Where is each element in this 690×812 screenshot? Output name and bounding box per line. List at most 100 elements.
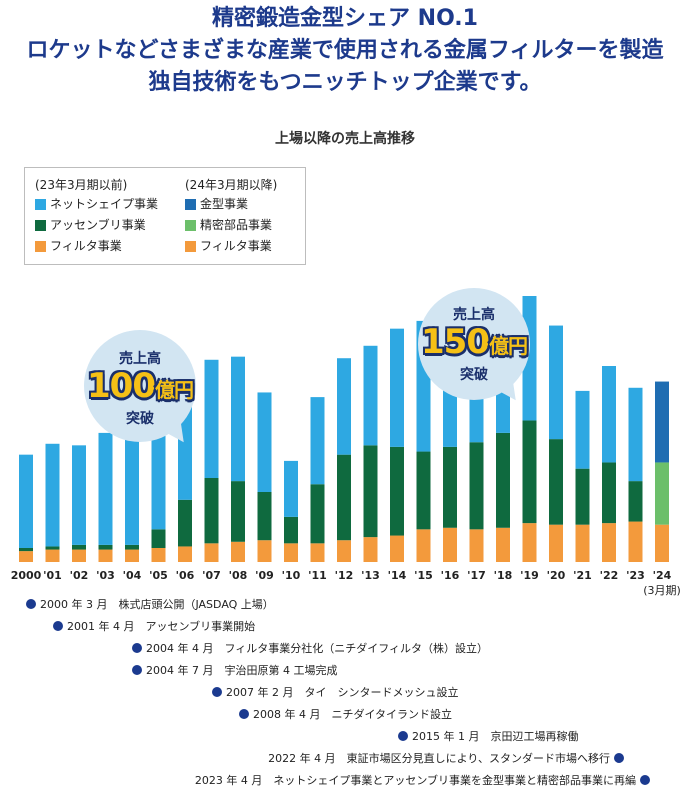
bar-net-shape-8 <box>231 356 245 482</box>
legend-swatch-precision <box>185 220 196 231</box>
timeline-text: 2022 年 4 月 東証市場区分見直しにより、スタンダード市場へ移行 <box>268 752 610 765</box>
x-tick-label: '11 <box>308 569 327 582</box>
timeline-item-2000: 2000 年 3 月 株式店頭公開（JASDAQ 上場） <box>26 596 278 612</box>
bar-net-shape-13 <box>363 345 378 446</box>
bar-assembly-16 <box>443 446 457 528</box>
bar-assembly-14 <box>390 446 404 536</box>
timeline-item-2004-04: 2004 年 4 月 フィルタ事業分社化（ニチダイフィルタ（株）設立） <box>132 640 492 656</box>
bubble-150-unit: 億円 <box>488 334 528 358</box>
x-tick-note: (3月期) <box>643 584 681 597</box>
bar-assembly-11 <box>310 484 325 544</box>
timeline-text: 2004 年 7 月 宇治田原第 4 工場完成 <box>146 664 338 677</box>
bar-net-shape-14 <box>390 328 404 447</box>
bar-filter-16 <box>443 527 457 562</box>
bar-assembly-18 <box>496 432 510 528</box>
timeline-item-2008: 2008 年 4 月 ニチダイタイランド設立 <box>239 706 456 722</box>
bar-assembly-4 <box>125 544 139 550</box>
bar-filter-20 <box>549 524 563 562</box>
bubble-100-unit: 億円 <box>154 378 194 402</box>
timeline-text: 2000 年 3 月 株式店頭公開（JASDAQ 上場） <box>40 598 274 611</box>
bar-filter-8 <box>231 541 245 562</box>
timeline-dot <box>614 753 624 763</box>
legend-swatch-mold <box>185 199 196 210</box>
bar-assembly-6 <box>178 499 192 547</box>
timeline-item-2001: 2001 年 4 月 アッセンブリ事業開始 <box>53 618 259 634</box>
bar-assembly-7 <box>204 478 219 544</box>
legend-item-net-shape: ネットシェイプ事業 <box>35 194 158 215</box>
bar-net-shape-9 <box>257 392 272 492</box>
bar-assembly-1 <box>45 546 60 550</box>
bar-net-shape-7 <box>204 359 219 478</box>
bar-filter-1 <box>45 549 60 562</box>
x-tick-label: '07 <box>202 569 221 582</box>
bubble-100oku: 売上高 100億円 突破 <box>84 330 196 442</box>
bar-net-shape-1 <box>45 443 60 547</box>
x-tick-label: '17 <box>467 569 486 582</box>
bar-assembly-19 <box>522 420 537 524</box>
timeline-item-2004-07: 2004 年 7 月 宇治田原第 4 工場完成 <box>132 662 341 678</box>
legend-label-precision: 精密部品事業 <box>200 218 273 232</box>
bar-assembly-23 <box>628 481 643 522</box>
bar-assembly-8 <box>231 481 245 542</box>
legend-label-filter-before: フィルタ事業 <box>50 239 122 253</box>
timeline-text: 2004 年 4 月 フィルタ事業分社化（ニチダイフィルタ（株）設立） <box>146 642 489 655</box>
bar-assembly-22 <box>602 462 616 524</box>
bubble-150-amount: 150億円 <box>398 322 550 362</box>
bar-filter-2 <box>72 549 86 562</box>
timeline-dot <box>26 599 36 609</box>
x-tick-label: '08 <box>229 569 248 582</box>
bar-filter-9 <box>257 540 272 562</box>
bar-assembly-17 <box>469 442 484 530</box>
timeline-text: 2001 年 4 月 アッセンブリ事業開始 <box>67 620 256 633</box>
x-tick-label: '21 <box>573 569 592 582</box>
chart-title: 上場以降の売上高推移 <box>275 131 415 147</box>
legend-after-heading: (24年3月期以降) <box>185 178 278 192</box>
bar-net-shape-0 <box>19 454 33 548</box>
x-tick-label: '23 <box>626 569 645 582</box>
chart-legend: (23年3月期以前) ネットシェイプ事業 アッセンブリ事業 フィルタ事業 (24… <box>24 167 306 265</box>
bar-filter-23 <box>628 521 643 562</box>
bar-net-shape-20 <box>549 325 563 440</box>
bar-net-shape-3 <box>98 432 113 545</box>
bubble-100-top: 売上高 <box>119 351 161 367</box>
legend-item-mold: 金型事業 <box>185 194 277 215</box>
x-tick-label: '06 <box>176 569 195 582</box>
bar-assembly-0 <box>19 548 33 552</box>
x-tick-label: '18 <box>494 569 513 582</box>
timeline-text: 2008 年 4 月 ニチダイタイランド設立 <box>253 708 453 721</box>
bar-filter-13 <box>363 537 378 562</box>
bar-filter-7 <box>204 543 219 562</box>
bar-net-shape-12 <box>337 358 351 455</box>
timeline-dot <box>132 665 142 675</box>
bar-assembly-13 <box>363 445 378 538</box>
bubble-100-amount: 100億円 <box>64 366 216 406</box>
bubble-150-top: 売上高 <box>453 307 495 323</box>
x-tick-label: '04 <box>123 569 142 582</box>
x-tick-label: '05 <box>149 569 168 582</box>
timeline-dot <box>640 775 650 785</box>
legend-swatch-net-shape <box>35 199 46 210</box>
bubble-150-bottom: 突破 <box>460 367 488 383</box>
timeline-dot <box>212 687 222 697</box>
bubble-100-bottom: 突破 <box>126 411 154 427</box>
bar-filter-21 <box>575 524 590 562</box>
bar-filter-18 <box>496 527 510 562</box>
bar-net-shape-10 <box>284 460 298 517</box>
bar-filter-6 <box>178 546 192 562</box>
x-tick-label: '13 <box>361 569 380 582</box>
legend-after: (24年3月期以降) 金型事業 精密部品事業 フィルタ事業 <box>185 176 277 257</box>
timeline-dot <box>398 731 408 741</box>
legend-item-assembly: アッセンブリ事業 <box>35 215 158 236</box>
bar-filter-19 <box>522 523 537 562</box>
timeline-item-2023: 2023 年 4 月 ネットシェイプ事業とアッセンブリ事業を金型事業と精密部品事… <box>191 772 650 788</box>
timeline-text: 2007 年 2 月 タイ シンタードメッシュ設立 <box>226 686 459 699</box>
bubble-150oku: 売上高 150億円 突破 <box>418 288 530 400</box>
bubble-150-number: 150 <box>421 322 490 362</box>
timeline-dot <box>239 709 249 719</box>
bar-net-shape-21 <box>575 390 590 469</box>
x-tick-label: 2000 <box>11 569 42 582</box>
x-tick-label: '01 <box>43 569 62 582</box>
legend-item-filter-before: フィルタ事業 <box>35 236 158 257</box>
bar-filter-5 <box>151 548 166 562</box>
bar-filter-17 <box>469 529 484 562</box>
